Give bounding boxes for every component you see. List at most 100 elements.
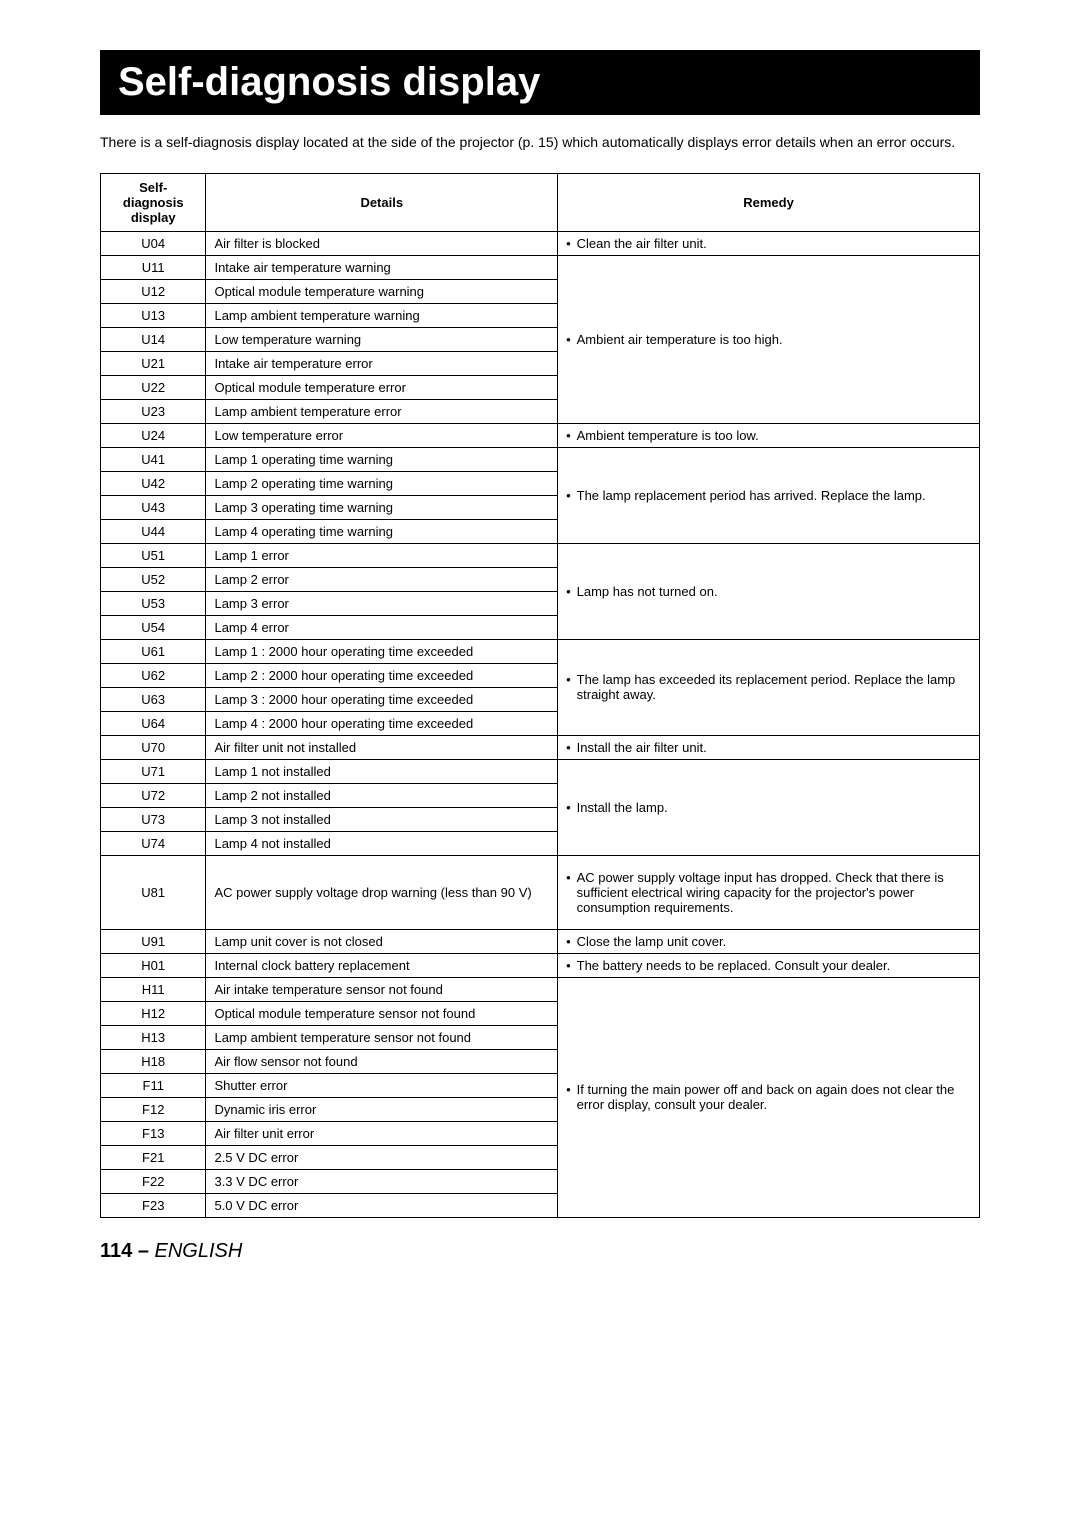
page-title: Self-diagnosis display — [118, 60, 962, 105]
remedy-text: Close the lamp unit cover. — [577, 934, 727, 949]
cell-details: Shutter error — [206, 1073, 558, 1097]
bullet-icon: • — [566, 672, 571, 687]
cell-code: U91 — [101, 929, 206, 953]
cell-details: Lamp 1 not installed — [206, 759, 558, 783]
table-row: H11Air intake temperature sensor not fou… — [101, 977, 980, 1001]
cell-details: Air filter unit not installed — [206, 735, 558, 759]
cell-code: U43 — [101, 495, 206, 519]
table-row: U41Lamp 1 operating time warning•The lam… — [101, 447, 980, 471]
remedy-text: Clean the air filter unit. — [577, 236, 707, 251]
cell-details: Intake air temperature error — [206, 351, 558, 375]
bullet-icon: • — [566, 332, 571, 347]
cell-details: 2.5 V DC error — [206, 1145, 558, 1169]
cell-details: 5.0 V DC error — [206, 1193, 558, 1217]
cell-details: Optical module temperature sensor not fo… — [206, 1001, 558, 1025]
cell-details: Lamp ambient temperature error — [206, 399, 558, 423]
cell-code: U04 — [101, 231, 206, 255]
bullet-icon: • — [566, 236, 571, 251]
cell-details: Optical module temperature warning — [206, 279, 558, 303]
cell-details: Optical module temperature error — [206, 375, 558, 399]
cell-details: Low temperature warning — [206, 327, 558, 351]
cell-code: U81 — [101, 855, 206, 929]
cell-remedy: • Lamp has not turned on. — [558, 543, 980, 639]
cell-code: U52 — [101, 567, 206, 591]
cell-details: Lamp ambient temperature sensor not foun… — [206, 1025, 558, 1049]
header-details: Details — [206, 173, 558, 231]
remedy-text: Ambient air temperature is too high. — [577, 332, 783, 347]
cell-details: Lamp 3 : 2000 hour operating time exceed… — [206, 687, 558, 711]
bullet-icon: • — [566, 584, 571, 599]
cell-code: H18 — [101, 1049, 206, 1073]
bullet-icon: • — [566, 1082, 571, 1097]
cell-details: Lamp 3 operating time warning — [206, 495, 558, 519]
cell-code: U74 — [101, 831, 206, 855]
cell-code: H13 — [101, 1025, 206, 1049]
cell-code: F23 — [101, 1193, 206, 1217]
cell-details: Lamp 2 operating time warning — [206, 471, 558, 495]
cell-details: Air filter unit error — [206, 1121, 558, 1145]
cell-details: Lamp ambient temperature warning — [206, 303, 558, 327]
bullet-icon: • — [566, 934, 571, 949]
table-header-row: Self-diagnosis display Details Remedy — [101, 173, 980, 231]
cell-details: Intake air temperature warning — [206, 255, 558, 279]
cell-code: U51 — [101, 543, 206, 567]
cell-code: U14 — [101, 327, 206, 351]
table-row: U71Lamp 1 not installed•Install the lamp… — [101, 759, 980, 783]
diagnosis-table: Self-diagnosis display Details Remedy U0… — [100, 173, 980, 1218]
cell-remedy: • Ambient air temperature is too high. — [558, 255, 980, 423]
page-number: 114 — [100, 1240, 132, 1262]
remedy-text: Ambient temperature is too low. — [577, 428, 759, 443]
cell-code: U42 — [101, 471, 206, 495]
cell-details: Lamp 4 error — [206, 615, 558, 639]
cell-details: Lamp 2 not installed — [206, 783, 558, 807]
cell-code: U21 — [101, 351, 206, 375]
cell-code: U12 — [101, 279, 206, 303]
cell-code: F21 — [101, 1145, 206, 1169]
table-row: U70Air filter unit not installed•Install… — [101, 735, 980, 759]
cell-code: U23 — [101, 399, 206, 423]
bullet-icon: • — [566, 740, 571, 755]
remedy-text: If turning the main power off and back o… — [577, 1082, 971, 1112]
cell-code: U11 — [101, 255, 206, 279]
cell-code: U53 — [101, 591, 206, 615]
cell-details: Lamp 1 : 2000 hour operating time exceed… — [206, 639, 558, 663]
remedy-text: The lamp has exceeded its replacement pe… — [577, 672, 971, 702]
table-row: U91Lamp unit cover is not closed•Close t… — [101, 929, 980, 953]
cell-code: F11 — [101, 1073, 206, 1097]
cell-details: Air intake temperature sensor not found — [206, 977, 558, 1001]
cell-details: Low temperature error — [206, 423, 558, 447]
cell-remedy: • AC power supply voltage input has dropp… — [558, 855, 980, 929]
remedy-text: Install the lamp. — [577, 800, 668, 815]
table-row: H01Internal clock battery replacement•Th… — [101, 953, 980, 977]
bullet-icon: • — [566, 800, 571, 815]
cell-remedy: •The lamp replacement period has arrived… — [558, 447, 980, 543]
bullet-icon: • — [566, 488, 571, 503]
cell-remedy: •The battery needs to be replaced. Consu… — [558, 953, 980, 977]
cell-code: U13 — [101, 303, 206, 327]
cell-code: U64 — [101, 711, 206, 735]
cell-details: Lamp 4 : 2000 hour operating time exceed… — [206, 711, 558, 735]
cell-remedy: • Install the lamp. — [558, 759, 980, 855]
cell-code: U70 — [101, 735, 206, 759]
cell-details: Dynamic iris error — [206, 1097, 558, 1121]
cell-details: Air filter is blocked — [206, 231, 558, 255]
cell-details: Lamp 1 operating time warning — [206, 447, 558, 471]
cell-code: U72 — [101, 783, 206, 807]
header-code: Self-diagnosis display — [101, 173, 206, 231]
bullet-icon: • — [566, 428, 571, 443]
cell-code: U41 — [101, 447, 206, 471]
cell-code: H12 — [101, 1001, 206, 1025]
remedy-text: AC power supply voltage input has droppe… — [577, 870, 971, 915]
cell-details: Lamp 1 error — [206, 543, 558, 567]
bullet-icon: • — [566, 870, 571, 885]
cell-code: U24 — [101, 423, 206, 447]
cell-code: F22 — [101, 1169, 206, 1193]
cell-code: U44 — [101, 519, 206, 543]
cell-details: Lamp 4 operating time warning — [206, 519, 558, 543]
cell-code: U63 — [101, 687, 206, 711]
page-footer: 114 – ENGLISH — [100, 1240, 980, 1263]
remedy-text: Lamp has not turned on. — [577, 584, 718, 599]
table-row: U04Air filter is blocked • Clean the air f… — [101, 231, 980, 255]
table-row: U24Low temperature error • Ambient tempera… — [101, 423, 980, 447]
cell-code: U62 — [101, 663, 206, 687]
